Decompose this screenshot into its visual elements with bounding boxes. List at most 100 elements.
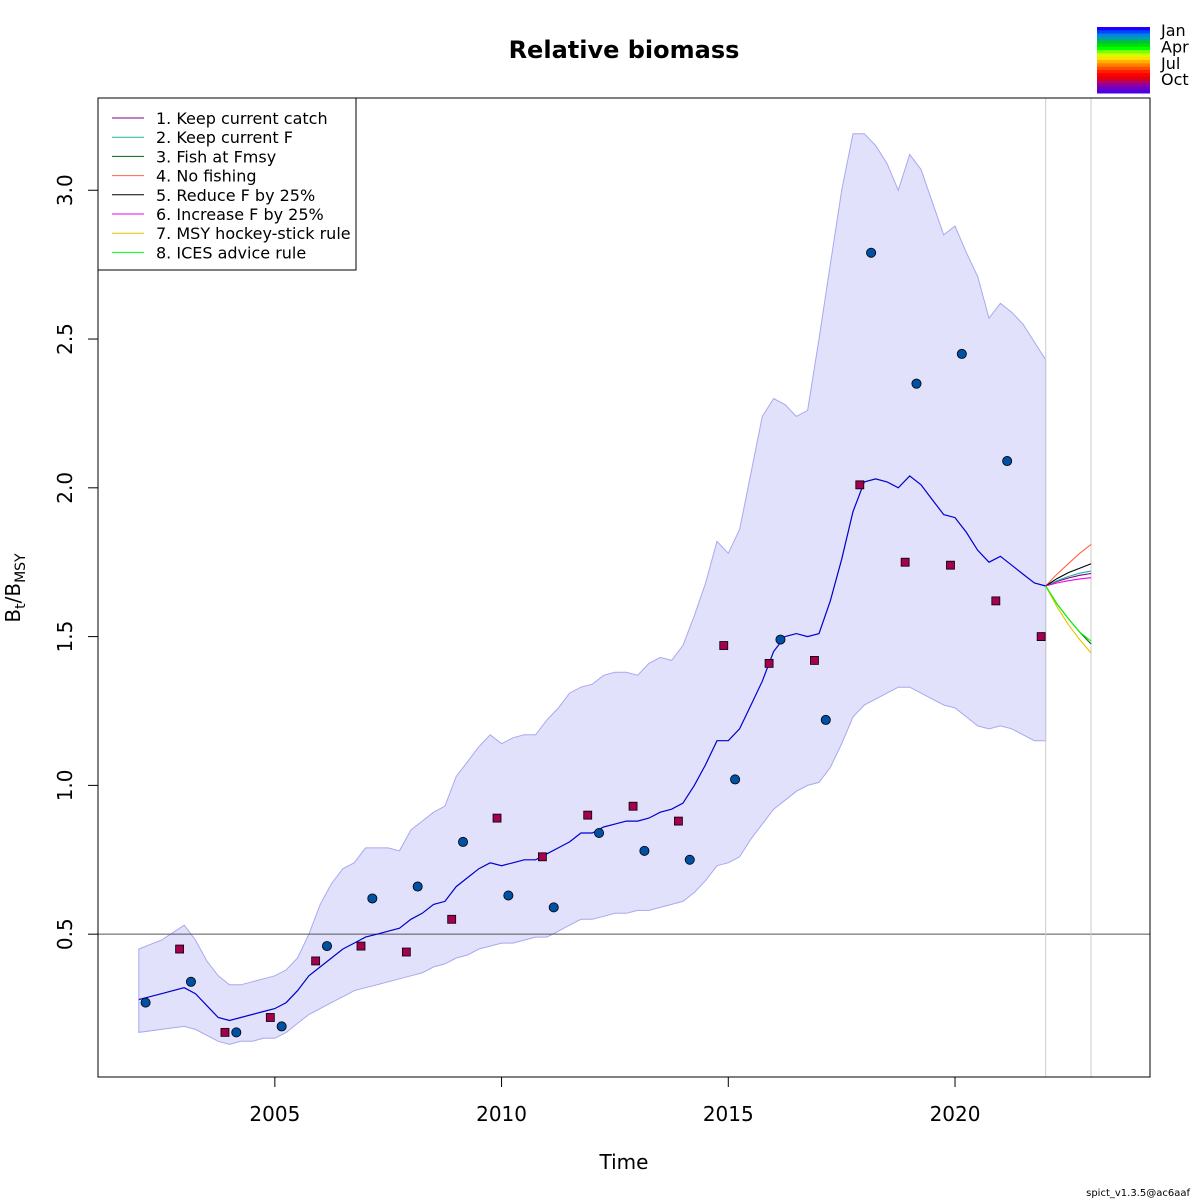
forecast-line-6 [1045,577,1092,587]
season-color-cell [1097,36,1150,41]
index2-point [140,997,151,1008]
index2-point [639,845,650,856]
index2-point [548,902,559,913]
index1-point [447,914,457,924]
legend-label: 6. Increase F by 25% [156,205,324,224]
season-color-cell [1097,66,1150,71]
season-color-cell [1097,86,1150,91]
index1-point [674,816,683,826]
y-tick-label: 0.5 [53,918,77,950]
season-label: Jan [1160,21,1186,40]
index1-point [492,813,502,823]
index2-point [956,348,967,359]
index1-point [855,480,865,490]
x-tick-label: 2005 [249,1102,300,1126]
index1-point [1036,632,1046,641]
index2-point [911,378,922,389]
y-label-sub-t: t [13,603,29,609]
index1-point [946,560,955,570]
plot-frame [97,97,1151,1078]
season-color-cell [1097,73,1150,77]
season-label: Jul [1160,54,1180,73]
version-footer: spict_v1.3.5@ac6aaf [1086,1188,1190,1199]
index2-point [775,634,786,645]
index1-point [356,941,366,951]
x-axis: 2005 2010 2015 2020 [249,1077,980,1126]
index2-points [140,247,1013,1038]
y-tick-label: 3.0 [53,174,77,206]
index2-point [367,893,378,904]
index2-point [321,941,332,952]
y-label-sub-msy: MSY [13,553,29,583]
y-tick-label: 1.0 [53,769,77,801]
index1-point [311,956,321,966]
season-label: Apr [1161,37,1189,56]
season-color-cell [1097,83,1150,87]
season-label: Oct [1161,70,1189,89]
legend-label: 1. Keep current catch [156,109,328,128]
forecast-line-7 [1045,585,1092,654]
season-color-cell [1097,63,1150,68]
x-tick-label: 2015 [703,1102,754,1126]
legend-label: 7. MSY hockey-stick rule [156,224,351,243]
x-tick-label: 2020 [930,1102,981,1126]
y-label-b1: B [1,609,25,623]
index2-point [594,827,605,838]
index2-point [866,247,877,258]
season-color-cell [1097,69,1150,74]
index2-point [503,890,514,901]
index1-point [991,596,1001,606]
season-color-cell [1097,79,1150,84]
index1-point [537,852,547,862]
index1-point [810,656,819,665]
index1-point [265,1013,275,1022]
index2-point [231,1027,242,1038]
forecast-line-4 [1045,543,1092,587]
forecast-scenario-lines [1045,543,1092,654]
season-color-cell [1097,43,1150,48]
y-label-b2: B [1,583,25,597]
index1-point [900,557,910,567]
season-color-cell [1097,53,1150,58]
y-tick-label: 1.5 [53,621,77,653]
y-tick-label: 2.5 [53,323,77,355]
index1-point [719,641,729,650]
index2-point [684,854,695,865]
season-color-cell [1097,27,1150,31]
season-color-cell [1097,33,1150,38]
legend-label: 8. ICES advice rule [156,243,306,262]
legend-label: 2. Keep current F [156,128,293,147]
svg-text:Bt/BMSY: Bt/BMSY [1,553,29,623]
x-axis-title: Time [599,1150,649,1174]
index1-point [764,658,774,668]
legend-label: 3. Fish at Fmsy [156,147,276,166]
index1-point [583,810,593,820]
index2-point [412,881,423,892]
season-color-cell [1097,50,1150,54]
index1-point [401,947,411,957]
index1-point [628,801,638,811]
legend-label: 5. Reduce F by 25% [156,186,315,205]
season-color-cell [1097,76,1150,81]
forecast-boundary-lines [1045,98,1092,1077]
index2-point [730,774,741,785]
y-tick-label: 2.0 [53,472,77,504]
index2-point [276,1021,287,1032]
y-label-slash: / [1,596,25,603]
index2-point [458,836,469,847]
forecast-line-8 [1045,585,1092,642]
forecast-line-2 [1045,570,1092,587]
index1-points [175,480,1046,1037]
season-color-cell [1097,30,1150,35]
x-tick-label: 2010 [476,1102,527,1126]
index2-point [185,976,196,987]
index1-point [175,944,185,954]
index1-point [220,1027,230,1037]
y-axis-title: Bt/BMSY [1,553,29,623]
biomass-estimate-line [138,475,1046,1022]
y-axis: 0.5 1.0 1.5 2.0 2.5 3.0 [53,174,98,950]
season-color-cell [1097,40,1150,44]
